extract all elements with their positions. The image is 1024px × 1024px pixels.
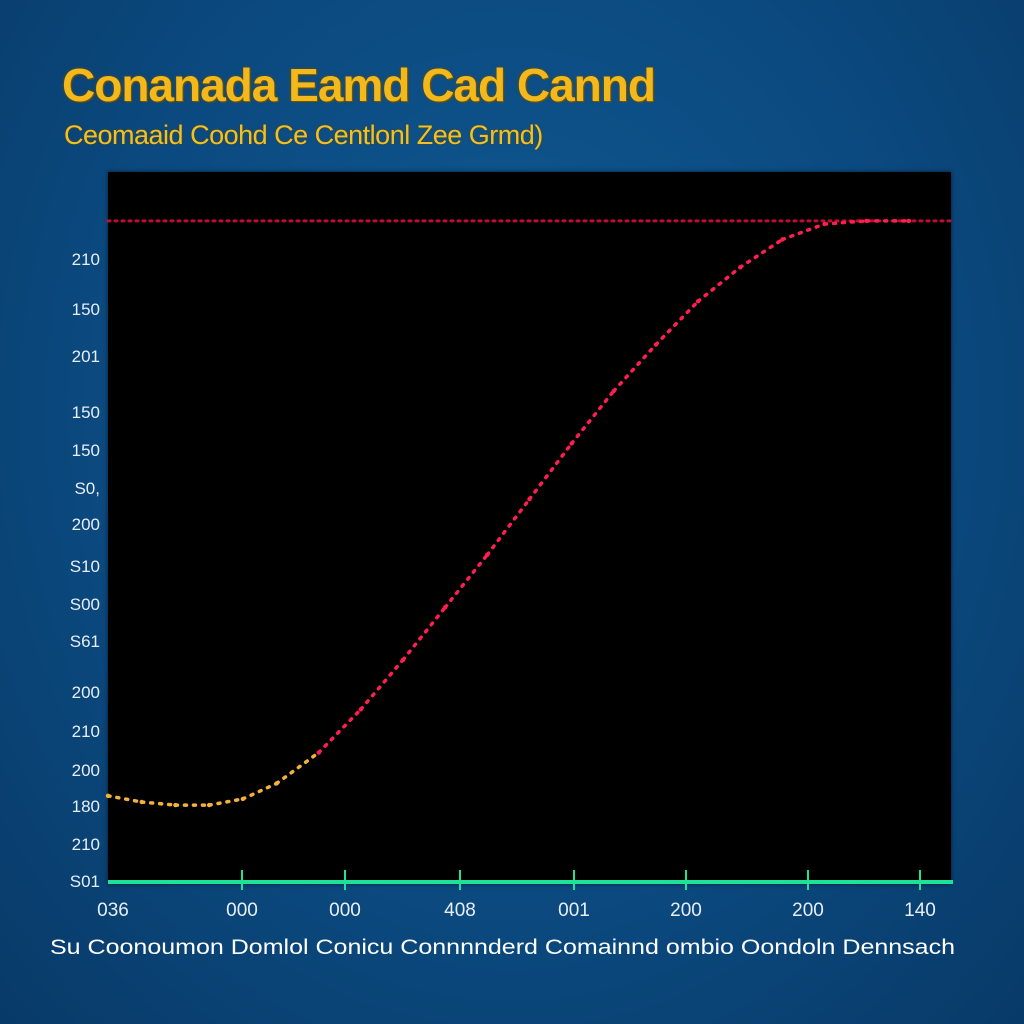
data-point — [400, 657, 406, 663]
data-point — [485, 552, 490, 557]
plot-area — [108, 172, 951, 884]
x-tick-label: 408 — [444, 900, 476, 921]
x-tick-label: 036 — [97, 900, 129, 921]
series-line-segment — [106, 794, 144, 804]
series-line-segment — [612, 342, 658, 393]
x-tick-label: 200 — [670, 900, 702, 921]
series-line-segment — [822, 219, 869, 226]
y-tick-label: S10 — [70, 557, 100, 576]
series-line-segment — [485, 497, 532, 557]
data-point — [316, 750, 321, 755]
y-tick-label: S00 — [70, 595, 100, 614]
series-line-segment — [317, 707, 363, 755]
series-line-segment — [443, 552, 490, 610]
data-point — [864, 218, 869, 224]
series-line-segment — [780, 222, 827, 242]
y-tick-label: 210 — [72, 250, 100, 269]
y-tick-label: S0, — [74, 479, 100, 498]
y-tick-label: 200 — [72, 761, 100, 780]
series-line-segment — [654, 299, 700, 347]
chart-title: Conanada Eamd Cad Cannd — [62, 59, 656, 111]
data-point — [443, 605, 448, 610]
x-tick-label: 000 — [226, 900, 258, 921]
data-point — [738, 265, 743, 270]
x-tick-label: 001 — [558, 900, 590, 921]
series-line-segment — [241, 781, 279, 801]
series-line-segment — [527, 441, 574, 501]
y-tick-label: S01 — [70, 872, 100, 891]
y-tick-label: 180 — [72, 797, 100, 816]
y-tick-label: 200 — [72, 683, 100, 702]
data-point — [274, 781, 279, 786]
y-tick-label: 210 — [72, 722, 100, 741]
data-point — [611, 388, 616, 394]
y-tick-label: 201 — [72, 347, 100, 366]
data-point — [653, 342, 659, 347]
series-line-segment — [274, 750, 321, 786]
chart-subtitle: Ceomaaid Coohd Ce Centlonl Zee Grmd) — [64, 120, 543, 150]
data-point — [240, 796, 246, 802]
series-line-segment — [696, 265, 742, 304]
y-tick-label: S61 — [70, 632, 100, 651]
data-point — [173, 802, 178, 808]
data-point — [695, 299, 701, 304]
x-tick-label: 000 — [329, 900, 361, 921]
data-point — [139, 799, 144, 805]
data-point — [105, 793, 111, 799]
series-line-segment — [139, 800, 178, 807]
data-point — [822, 221, 827, 227]
series-line-segment — [738, 237, 785, 270]
series-line-segment — [569, 389, 616, 446]
data-point — [780, 237, 785, 242]
data-point — [906, 218, 912, 224]
data-point — [206, 802, 212, 808]
y-tick-label: 200 — [72, 515, 100, 534]
series-line-segment — [401, 605, 447, 662]
data-point — [569, 441, 574, 446]
x-tick-label: 200 — [792, 900, 824, 921]
y-tick-label: 150 — [72, 441, 100, 460]
x-tick-label: 140 — [904, 900, 936, 921]
data-point — [358, 707, 364, 712]
series-line-segment — [207, 797, 245, 807]
series-line-segment — [359, 658, 405, 712]
data-point — [527, 496, 532, 502]
y-tick-label: 210 — [72, 835, 100, 854]
y-tick-label: 150 — [72, 403, 100, 422]
y-tick-label: 150 — [72, 300, 100, 319]
x-axis-label: Su Coonoumon Domlol Conicu Connnnderd Co… — [50, 936, 955, 959]
